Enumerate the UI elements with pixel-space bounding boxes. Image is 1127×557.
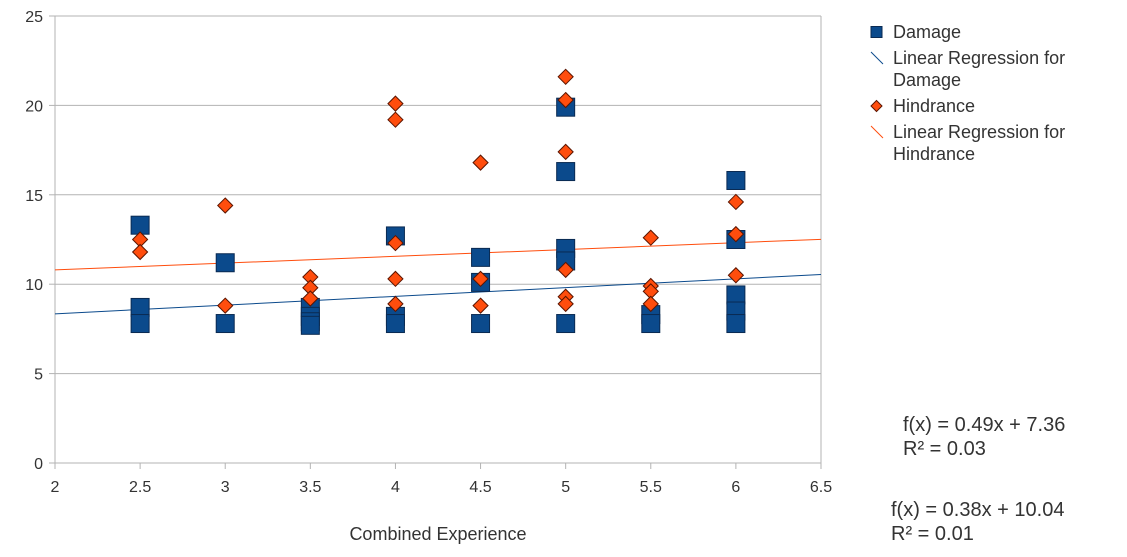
hindrance-point: [557, 143, 574, 161]
damage-point: [641, 314, 661, 334]
hindrance-point: [217, 197, 234, 214]
x-tick-label: 5: [561, 479, 570, 496]
damage-point: [726, 285, 746, 305]
hindrance-point: [642, 295, 659, 313]
legend-hindrance-symbol: [870, 99, 883, 113]
legend-label: Damage: [893, 70, 961, 90]
damage-point: [300, 315, 320, 335]
x-tick-label: 5.5: [640, 479, 662, 496]
x-tick-label: 6: [731, 479, 740, 496]
legend-label: Linear Regression for: [893, 48, 1065, 68]
legend-line-symbol: [870, 125, 884, 139]
hindrance-point: [387, 95, 404, 112]
tick-labels: 0 5 10 15 20 25 2 2.5 3 3.5 4 4.5 5 5.5 6 6.5: [25, 9, 832, 496]
hindrance-point: [387, 111, 404, 128]
legend-label: Hindrance: [893, 144, 975, 164]
hindrance-point: [472, 297, 489, 314]
legend-label: Hindrance: [893, 96, 975, 116]
regression-equation: f(x) = 0.49x + 7.36: [903, 414, 1065, 436]
x-tick-label: 4: [391, 479, 400, 496]
damage-point: [726, 170, 746, 190]
y-tick-label: 20: [25, 98, 43, 115]
damage-point: [215, 314, 235, 334]
y-tick-label: 15: [25, 188, 43, 205]
hindrance-point: [217, 297, 234, 314]
damage-point: [726, 314, 746, 334]
hindrance-point: [472, 154, 489, 171]
damage-point: [471, 314, 491, 334]
hindrance-point: [387, 234, 404, 252]
axes: [49, 15, 822, 469]
r-squared-label: R² = 0.01: [891, 523, 974, 545]
x-tick-label: 6.5: [810, 479, 832, 496]
hindrance-point: [727, 193, 745, 211]
hindrance-point: [302, 290, 319, 307]
legend-label: Damage: [893, 22, 961, 42]
y-tick-label: 0: [34, 456, 43, 473]
hindrance-point: [727, 267, 745, 284]
hindrance-point: [387, 270, 404, 288]
x-axis-title: Combined Experience: [349, 524, 526, 544]
x-tick-label: 2: [51, 479, 60, 496]
damage-point: [130, 314, 150, 334]
hindrance-point: [642, 229, 659, 246]
regression-equation: f(x) = 0.38x + 10.04: [891, 499, 1064, 521]
x-tick-label: 3.5: [299, 479, 321, 496]
hindrance-point: [387, 295, 404, 313]
damage-point: [556, 162, 576, 182]
hindrance-point: [472, 270, 489, 288]
legend-damage-symbol: [870, 26, 883, 38]
damage-point: [471, 247, 491, 267]
damage-point: [556, 314, 576, 334]
damage-point: [385, 314, 405, 334]
regression-line: [54, 238, 822, 271]
regression-line: [54, 273, 822, 315]
hindrance-point: [131, 243, 149, 261]
regression-lines: [54, 238, 822, 315]
damage-point: [215, 253, 235, 273]
legend-label: Linear Regression for: [893, 122, 1065, 142]
damage-point: [130, 297, 150, 317]
x-tick-label: 2.5: [129, 479, 151, 496]
hindrance-point: [727, 225, 745, 243]
hindrance-point: [557, 295, 574, 313]
y-tick-label: 5: [34, 367, 43, 384]
y-tick-label: 25: [25, 9, 43, 26]
gridlines: [55, 15, 821, 464]
data-points: [130, 68, 746, 335]
x-tick-label: 4.5: [469, 479, 491, 496]
hindrance-point: [557, 68, 574, 85]
legend-line-symbol: [870, 51, 884, 65]
x-tick-label: 3: [221, 479, 230, 496]
r-squared-label: R² = 0.03: [903, 438, 986, 460]
y-tick-label: 10: [25, 277, 43, 294]
hindrance-point: [557, 91, 574, 109]
hindrance-point: [557, 261, 574, 279]
